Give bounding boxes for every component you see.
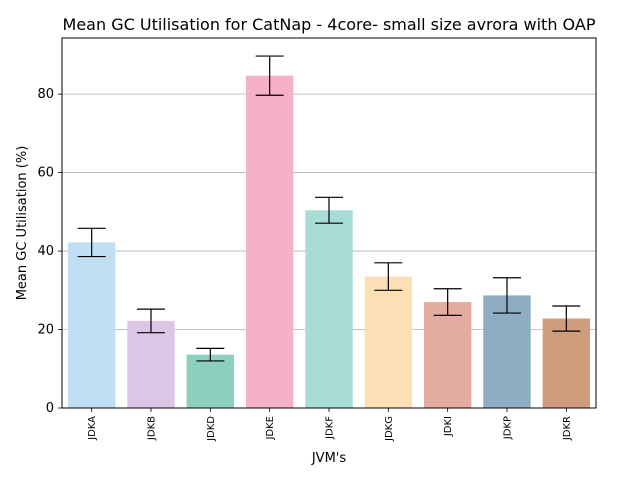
- x-tick-label: JDKB: [147, 416, 158, 441]
- y-tick-label: 80: [37, 87, 54, 102]
- bar-jdka: [67, 242, 116, 408]
- y-tick-label: 0: [46, 401, 54, 416]
- bar-jdkf: [305, 210, 353, 408]
- y-tick-label: 40: [37, 244, 54, 259]
- x-tick-label: JDKI: [443, 416, 454, 437]
- y-tick-label: 60: [37, 166, 54, 181]
- bar-jdkp: [483, 295, 531, 408]
- error-bars: [77, 55, 581, 362]
- x-tick-label: JDKR: [562, 416, 573, 441]
- x-tick-label: JDKF: [325, 416, 336, 440]
- bar-jdkd: [186, 354, 235, 408]
- chart-title: Mean GC Utilisation for CatNap - 4core- …: [63, 15, 596, 34]
- x-axis-label: JVM's: [311, 451, 347, 466]
- y-axis-label: Mean GC Utilisation (%): [15, 146, 30, 301]
- bar-jdkb: [127, 320, 175, 408]
- x-axis-ticks: JDKA JDKB JDKD JDKE JDKF JDKG JDKI JDKP JDKR: [87, 408, 573, 442]
- bar-jdkg: [364, 276, 413, 408]
- bar-jdki: [423, 302, 472, 408]
- x-tick-label: JDKA: [87, 416, 98, 441]
- x-tick-label: JDKP: [503, 416, 514, 440]
- bars: [67, 75, 591, 408]
- bar-jdke: [245, 75, 294, 408]
- bar-jdkr: [542, 318, 591, 408]
- y-tick-label: 20: [37, 323, 54, 338]
- x-tick-label: JDKD: [206, 416, 217, 442]
- x-tick-label: JDKE: [265, 416, 276, 441]
- x-tick-label: JDKG: [384, 416, 395, 442]
- y-axis-ticks: 0 20 40 60 80: [37, 87, 62, 416]
